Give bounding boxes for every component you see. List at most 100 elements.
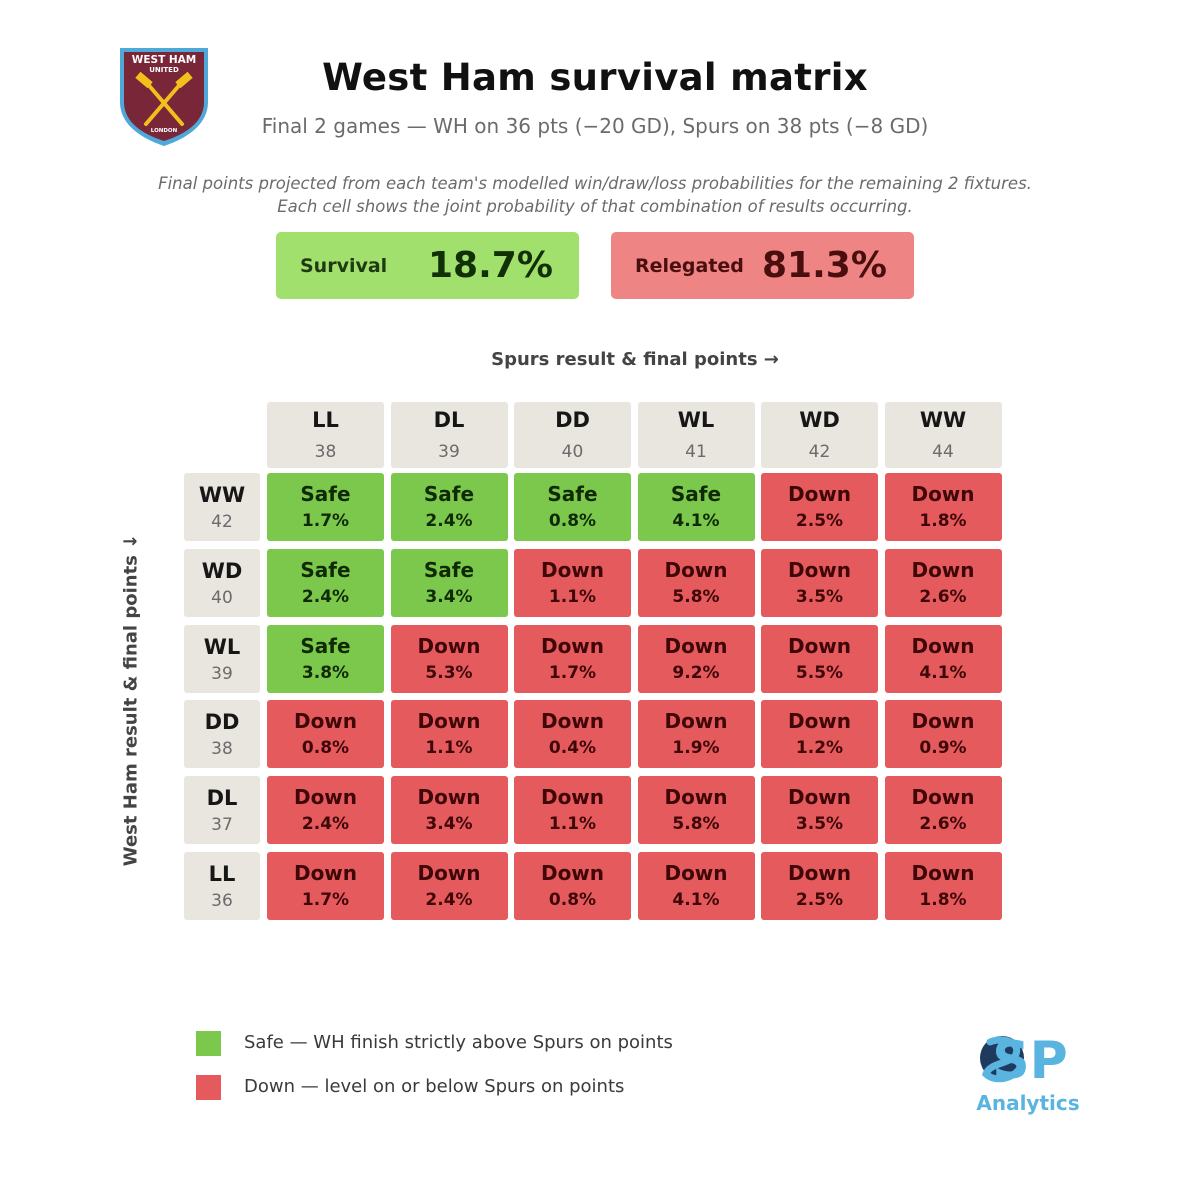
matrix-cell-ll-dl: Down 2.4% [390, 852, 508, 920]
matrix-cell-ww-wl: Safe 4.1% [637, 473, 755, 541]
column-header-ll: LL 38 [267, 402, 384, 468]
cell-probability: 1.7% [301, 890, 350, 910]
matrix-cell-dl-dl: Down 3.4% [390, 776, 508, 845]
matrix-cell-wl-wl: Down 9.2% [637, 624, 755, 693]
cell-verdict: Down [540, 633, 605, 658]
column-header-wd: WD 42 [761, 402, 878, 468]
west-ham-crest-logo: WEST HAM UNITED LONDON [120, 48, 208, 146]
cell-verdict: Down [911, 785, 975, 810]
row-header-points: 42 [211, 512, 233, 532]
column-header-code: LL [312, 408, 339, 432]
row-header-ll: LL 36 [184, 852, 260, 920]
matrix-cell-wd-ww: Down 2.6% [884, 548, 1002, 617]
cell-verdict: Down [540, 785, 605, 810]
cell-verdict: Safe [423, 557, 475, 582]
matrix-cell-dd-dl: Down 1.1% [390, 700, 508, 769]
cell-verdict: Safe [670, 482, 722, 506]
cell-probability: 4.1% [672, 511, 720, 531]
cell-probability: 4.1% [672, 890, 720, 910]
cell-verdict: Safe [300, 633, 351, 658]
cell-verdict: Down [787, 633, 852, 658]
cell-verdict: Down [540, 557, 605, 582]
row-header-points: 40 [211, 587, 233, 608]
matrix-cell-ww-ww: Down 1.8% [884, 473, 1002, 541]
cell-probability: 1.8% [919, 890, 967, 910]
cell-verdict: Down [417, 785, 481, 810]
legend-down-text: Down — level on or below Spurs on points [244, 1076, 625, 1097]
row-header-ww: WW 42 [184, 473, 260, 541]
cell-verdict: Down [664, 861, 728, 885]
cell-probability: 5.3% [425, 662, 473, 683]
row-header-points: 37 [211, 815, 233, 836]
row-header-code: DL [206, 786, 238, 811]
matrix-cell-wl-dd: Down 1.7% [514, 624, 631, 693]
sp-analytics-logo: SP Analytics [976, 1031, 1079, 1115]
column-header-points: 40 [561, 442, 584, 462]
row-header-points: 36 [211, 891, 233, 911]
crest-text-middle: UNITED [149, 66, 179, 74]
column-header-points: 38 [314, 442, 337, 462]
cell-verdict: Down [911, 633, 975, 658]
matrix-cell-ww-dd: Safe 0.8% [514, 473, 631, 541]
cell-verdict: Down [911, 861, 975, 885]
cell-probability: 9.2% [672, 662, 720, 683]
cell-probability: 2.6% [919, 586, 967, 607]
matrix-cell-dd-wd: Down 1.2% [761, 700, 878, 769]
cell-probability: 3.5% [795, 814, 844, 835]
column-header-points: 39 [438, 442, 460, 462]
column-header-wl: WL 41 [637, 402, 755, 468]
cell-probability: 1.7% [301, 511, 350, 531]
y-axis-label: West Ham result & final points ↓ [120, 533, 142, 867]
row-header-code: WW [198, 483, 246, 507]
cell-verdict: Down [293, 709, 358, 734]
matrix-cell-wl-dl: Down 5.3% [390, 624, 508, 693]
row-header-points: 38 [211, 739, 233, 760]
x-axis-label: Spurs result & final points → [491, 349, 779, 370]
matrix-cell-ww-ll: Safe 1.7% [267, 473, 384, 541]
cell-probability: 1.7% [548, 662, 597, 683]
cell-probability: 2.4% [301, 814, 350, 835]
matrix-cell-ll-ww: Down 1.8% [884, 852, 1002, 920]
cell-verdict: Safe [300, 557, 351, 582]
cell-verdict: Safe [547, 482, 598, 506]
relegated-label: Relegated [635, 254, 744, 277]
column-header-dd: DD 40 [514, 402, 631, 468]
description-line-1: Final points projected from each team's … [158, 174, 1032, 193]
column-header-code: WD [799, 408, 840, 432]
cell-verdict: Down [540, 709, 605, 734]
cell-verdict: Down [417, 633, 481, 658]
column-header-dl: DL 39 [390, 402, 508, 468]
cell-probability: 2.6% [919, 814, 967, 835]
crest-text-top: WEST HAM [132, 54, 197, 66]
cell-probability: 1.9% [672, 738, 720, 759]
cell-verdict: Down [664, 557, 728, 582]
cell-verdict: Safe [423, 482, 475, 506]
survival-summary-box: Survival 18.7% [276, 232, 579, 299]
cell-probability: 1.1% [548, 586, 597, 607]
matrix-cell-wd-ll: Safe 2.4% [267, 548, 384, 617]
cell-verdict: Down [787, 482, 852, 506]
row-header-code: DD [204, 710, 240, 735]
cell-verdict: Down [787, 709, 852, 734]
matrix-cell-wd-wl: Down 5.8% [637, 548, 755, 617]
matrix-cell-wl-wd: Down 5.5% [761, 624, 878, 693]
cell-verdict: Down [540, 861, 605, 885]
legend-down-swatch [196, 1075, 221, 1100]
column-header-code: WL [677, 408, 715, 432]
survival-label: Survival [300, 254, 388, 277]
matrix-cell-dl-ww: Down 2.6% [884, 776, 1002, 845]
relegated-value: 81.3% [762, 245, 887, 286]
cell-verdict: Down [664, 785, 728, 810]
cell-probability: 0.8% [301, 738, 350, 759]
matrix-cell-wl-ll: Safe 3.8% [267, 624, 384, 693]
cell-probability: 2.4% [301, 586, 350, 607]
matrix-cell-dd-dd: Down 0.4% [514, 700, 631, 769]
cell-probability: 0.8% [548, 890, 597, 910]
cell-probability: 1.2% [795, 738, 844, 759]
crest-text-bottom: LONDON [151, 128, 178, 134]
cell-probability: 0.8% [548, 511, 597, 531]
cell-probability: 3.5% [795, 586, 844, 607]
column-header-points: 41 [685, 442, 707, 462]
matrix-cell-ll-wd: Down 2.5% [761, 852, 878, 920]
logo-text: Analytics [976, 1091, 1079, 1115]
